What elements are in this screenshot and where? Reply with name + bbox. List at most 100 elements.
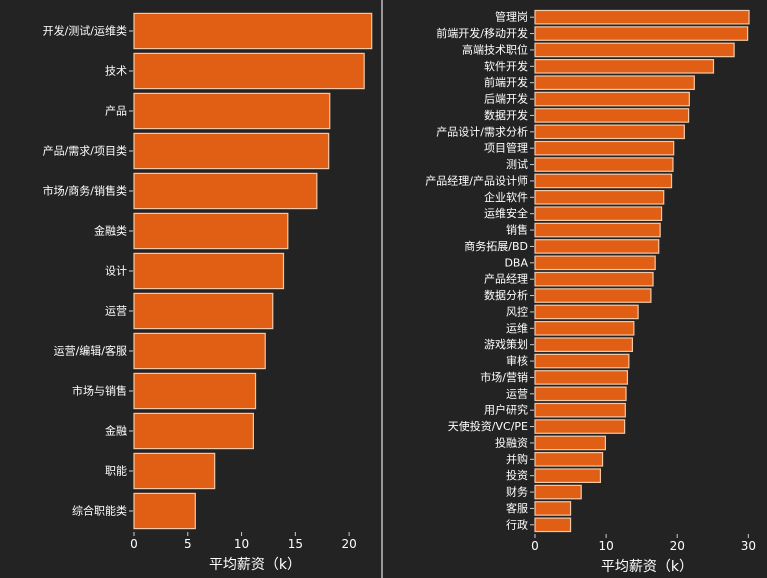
y-tick-label: 运营 — [506, 386, 528, 400]
bar — [534, 353, 630, 369]
y-tick-label: 产品设计/需求分析 — [436, 124, 528, 138]
bar — [534, 108, 690, 123]
y-tick-label: 管理岗 — [495, 10, 528, 24]
bar — [133, 12, 373, 50]
y-tick-label: 投资 — [506, 468, 528, 482]
bar — [534, 468, 602, 484]
bar — [534, 304, 639, 320]
bar — [534, 370, 629, 385]
x-tick-label: 10 — [598, 539, 613, 553]
bar — [534, 288, 652, 303]
y-tick-label: 开发/测试/运维类 — [43, 24, 127, 38]
x-tick-label: 5 — [184, 537, 192, 551]
y-tick-label: 职能 — [105, 464, 127, 478]
bar — [133, 372, 257, 410]
y-tick-label: 产品经理 — [484, 272, 528, 286]
chart-right: 管理岗前端开发/移动开发高端技术职位软件开发前端开发后端开发数据开发产品设计/需… — [425, 10, 756, 575]
bar — [534, 206, 663, 222]
bar — [534, 419, 626, 434]
y-tick-label: 数据分析 — [484, 288, 528, 302]
x-tick-label: 0 — [130, 537, 138, 551]
y-tick-label: 软件开发 — [484, 59, 528, 73]
bar — [534, 271, 654, 287]
bar — [133, 92, 331, 130]
bar — [534, 435, 607, 451]
y-tick-label: 并购 — [506, 452, 528, 466]
y-tick-label: 技术 — [105, 65, 127, 78]
y-tick-label: 企业软件 — [484, 190, 528, 204]
y-tick-label: 产品经理/产品设计师 — [425, 173, 528, 187]
bar — [534, 255, 656, 271]
bar — [534, 140, 675, 156]
y-tick-label: 高端技术职位 — [462, 42, 528, 56]
x-tick-label: 30 — [741, 539, 756, 553]
bar — [534, 189, 665, 205]
bar — [534, 517, 572, 533]
bar — [534, 75, 695, 91]
bar — [534, 58, 715, 74]
bar — [133, 292, 274, 330]
bar — [534, 320, 635, 336]
y-tick-label: 测试 — [506, 158, 528, 171]
x-tick-label: 20 — [341, 537, 356, 551]
bar — [534, 484, 582, 500]
bar — [534, 386, 627, 402]
bar — [534, 26, 749, 41]
bar — [133, 52, 365, 90]
x-tick-label: 0 — [531, 539, 539, 553]
y-tick-label: 市场与销售 — [72, 384, 127, 398]
y-tick-label: 数据开发 — [484, 108, 528, 122]
y-tick-label: DBA — [504, 256, 528, 269]
chart-left: 开发/测试/运维类技术产品产品/需求/项目类市场/商务/销售类金融类设计运营运营… — [43, 12, 373, 573]
bar — [133, 332, 266, 370]
y-tick-label: 项目管理 — [484, 141, 528, 155]
y-tick-label: 设计 — [105, 265, 127, 278]
bar — [534, 337, 634, 353]
y-tick-label: 审核 — [506, 354, 528, 368]
bar — [534, 157, 674, 172]
x-axis-label: 平均薪资（k） — [601, 559, 693, 575]
x-axis-label: 平均薪资（k） — [209, 557, 301, 573]
y-tick-label: 风控 — [506, 304, 528, 318]
bar — [133, 132, 330, 170]
y-tick-label: 运营/编辑/客服 — [54, 344, 127, 358]
bar — [534, 501, 572, 516]
bar — [133, 492, 196, 530]
bar — [534, 173, 673, 189]
bar — [133, 172, 318, 210]
bar — [534, 9, 750, 25]
bar — [534, 451, 604, 467]
y-tick-label: 天使投资/VC/PE — [448, 419, 528, 433]
y-tick-label: 金融 — [105, 424, 127, 438]
bar — [534, 239, 660, 254]
bar — [133, 212, 289, 250]
y-tick-label: 商务拓展/BD — [464, 239, 528, 253]
y-tick-label: 行政 — [506, 517, 528, 531]
bar — [133, 452, 216, 490]
bar — [534, 42, 735, 58]
y-tick-label: 综合职能类 — [72, 504, 127, 518]
y-tick-label: 财务 — [506, 485, 528, 499]
y-tick-label: 市场/营销 — [480, 370, 528, 384]
y-tick-label: 前端开发 — [484, 75, 528, 89]
y-tick-label: 前端开发/移动开发 — [436, 26, 528, 40]
y-tick-label: 金融类 — [94, 224, 127, 238]
y-tick-label: 销售 — [506, 223, 528, 237]
bar — [534, 124, 685, 140]
y-tick-label: 市场/商务/销售类 — [43, 184, 127, 198]
y-tick-label: 游戏策划 — [484, 337, 528, 351]
y-tick-label: 运维安全 — [484, 206, 528, 220]
y-tick-label: 运维 — [506, 322, 528, 335]
x-tick-label: 15 — [288, 537, 303, 551]
x-tick-label: 20 — [670, 539, 685, 553]
y-tick-label: 产品 — [105, 104, 127, 118]
bar — [534, 222, 661, 238]
x-tick-label: 10 — [234, 537, 249, 551]
bar — [133, 252, 285, 290]
y-tick-label: 运营 — [105, 304, 127, 318]
bar — [133, 412, 254, 450]
y-tick-label: 投融资 — [495, 435, 528, 449]
y-tick-label: 用户研究 — [484, 403, 528, 417]
y-tick-label: 客服 — [506, 501, 528, 515]
